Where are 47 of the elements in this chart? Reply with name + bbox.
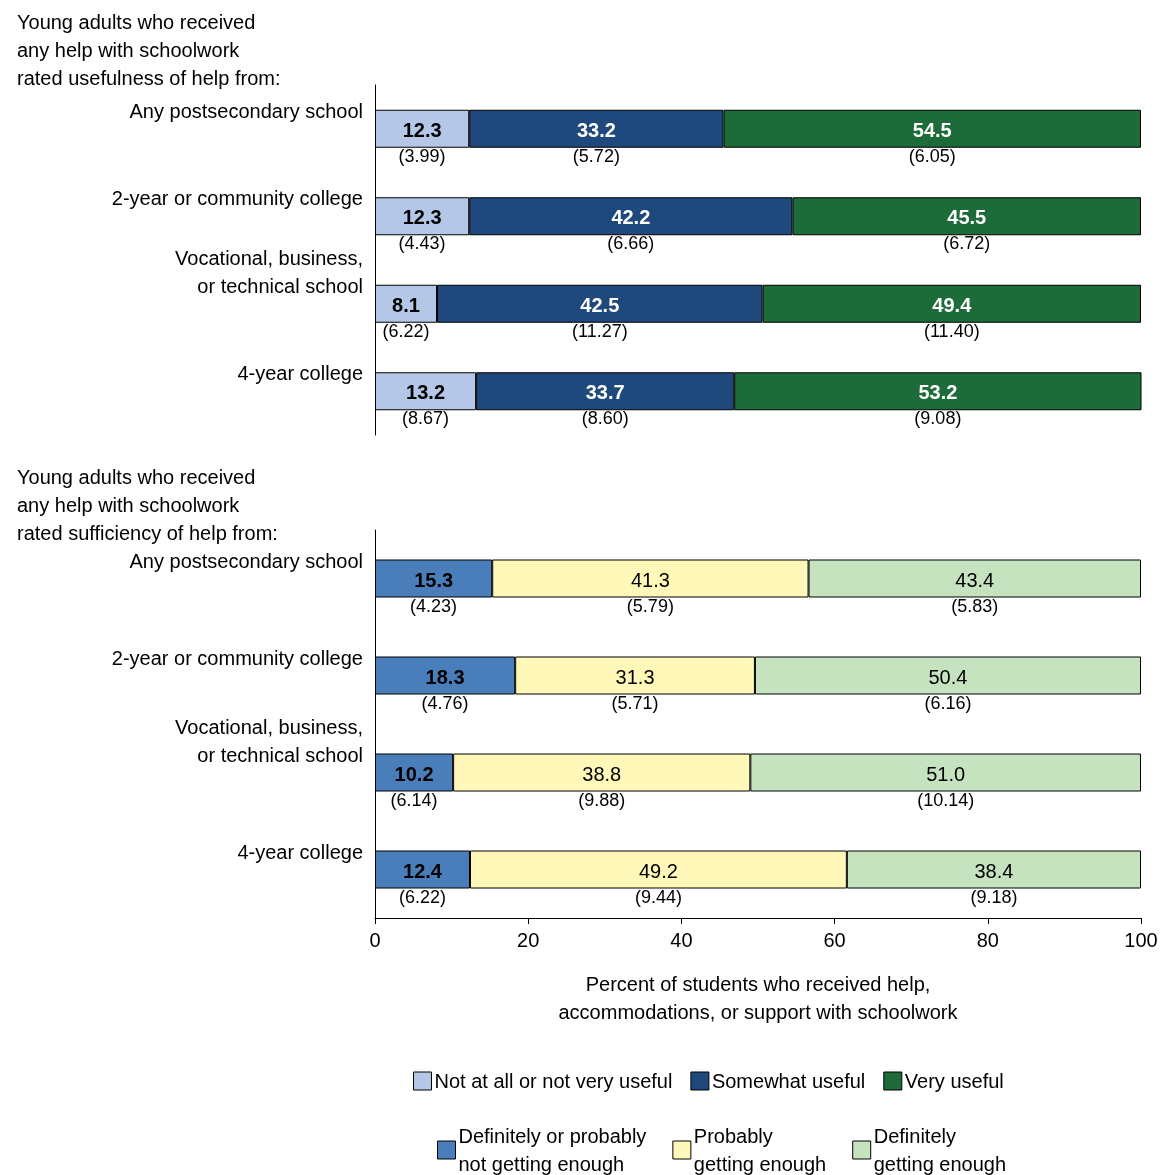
y-tick-label: Vocational, business, or technical school — [175, 246, 363, 297]
data-label: 12.3 (4.43) — [398, 206, 446, 254]
data-label: 43.4 (5.83) — [951, 568, 999, 616]
y-tick-label: Vocational, business, or technical school — [175, 715, 363, 766]
data-label: 49.4 (11.40) — [923, 293, 980, 341]
legend-label: Probably getting enough — [693, 1125, 827, 1175]
y-tick-label: 2-year or community college — [111, 187, 363, 210]
data-label: 10.2 (6.14) — [390, 762, 438, 810]
legend-label: Very useful — [904, 1070, 1004, 1092]
data-label: 13.2 (8.67) — [402, 381, 450, 429]
x-tick-label: 20 — [517, 929, 540, 951]
data-label: 18.3 (4.76) — [421, 665, 469, 713]
x-tick-label: 60 — [823, 929, 846, 951]
text: Young adults who received any help with schoolwork rated sufficiency of help from: — [17, 466, 278, 544]
data-label: 33.7 (8.60) — [581, 381, 629, 429]
data-label: 50.4 (6.16) — [924, 665, 972, 713]
data-label: 42.2 (6.66) — [607, 206, 655, 254]
legend-label: Not at all or not very useful — [434, 1070, 673, 1092]
data-label: 45.5 (6.72) — [943, 206, 991, 254]
data-label: 12.4 (6.22) — [398, 859, 447, 907]
data-label: 12.3 (3.99) — [398, 118, 446, 166]
data-label: 54.5 (6.05) — [908, 118, 956, 166]
x-tick-label: 80 — [976, 929, 999, 951]
data-label: 53.2 (9.08) — [914, 381, 962, 429]
data-label: 33.2 (5.72) — [572, 118, 620, 166]
y-tick-label: 4-year college — [237, 362, 363, 385]
x-tick-label: 100 — [1124, 929, 1158, 951]
data-label: 38.4 (9.18) — [970, 859, 1018, 907]
y-tick-label: 4-year college — [237, 840, 363, 863]
data-label: 15.3 (4.23) — [410, 568, 458, 616]
legend-label: Definitely getting enough — [873, 1125, 1007, 1175]
data-label: 41.3 (5.79) — [626, 568, 674, 616]
data-label: 51.0 (10.14) — [917, 762, 975, 810]
x-tick-label: 40 — [670, 929, 693, 951]
y-tick-label: Any postsecondary school — [129, 99, 363, 122]
legend-label: Definitely or probably not getting enough — [458, 1125, 647, 1175]
x-axis-title: Percent of students who received help, accommodations, or support with schoolwork — [558, 973, 959, 1023]
data-label: 31.3 (5.71) — [611, 665, 659, 713]
x-tick-label: 0 — [369, 929, 381, 951]
legend-label: Somewhat useful — [711, 1070, 866, 1092]
data-label: 42.5 (11.27) — [571, 293, 628, 341]
data-label: 8.1 (6.22) — [382, 293, 430, 341]
text: Young adults who received any help with schoolwork rated usefulness of help from: — [17, 11, 281, 89]
y-tick-label: Any postsecondary school — [129, 549, 363, 572]
data-label: 38.8 (9.88) — [578, 762, 626, 810]
y-tick-label: 2-year or community college — [111, 646, 363, 669]
data-label: 49.2 (9.44) — [634, 859, 682, 907]
